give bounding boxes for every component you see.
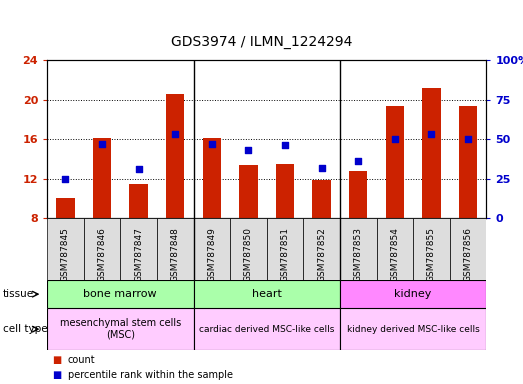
Bar [276,164,294,218]
Text: GSM787849: GSM787849 [207,227,217,282]
Point [98,141,106,147]
Text: cardiac derived MSC-like cells: cardiac derived MSC-like cells [199,324,334,334]
Text: bone marrow: bone marrow [84,289,157,299]
Bar [349,171,367,218]
Bar [423,88,440,218]
Bar [93,138,111,218]
Text: kidney derived MSC-like cells: kidney derived MSC-like cells [347,324,480,334]
FancyBboxPatch shape [194,308,340,350]
Point [464,136,472,142]
Text: GDS3974 / ILMN_1224294: GDS3974 / ILMN_1224294 [171,35,352,49]
FancyBboxPatch shape [47,218,84,280]
Point [427,131,436,137]
Point [208,141,216,147]
Bar [166,94,185,218]
FancyBboxPatch shape [47,280,194,308]
Text: heart: heart [252,289,282,299]
Text: percentile rank within the sample: percentile rank within the sample [68,369,233,379]
Text: cell type: cell type [3,324,47,334]
Text: tissue: tissue [3,289,34,299]
Text: GSM787850: GSM787850 [244,227,253,283]
Text: GSM787855: GSM787855 [427,227,436,283]
Text: ■: ■ [52,356,62,366]
Point [171,131,179,137]
Point [317,164,326,170]
FancyBboxPatch shape [267,218,303,280]
Text: GSM787848: GSM787848 [170,227,180,282]
Bar [459,106,477,218]
FancyBboxPatch shape [194,280,340,308]
FancyBboxPatch shape [84,218,120,280]
FancyBboxPatch shape [450,218,486,280]
Point [244,147,253,153]
Point [61,175,70,182]
Text: GSM787846: GSM787846 [97,227,107,282]
Point [354,158,362,164]
Text: GSM787845: GSM787845 [61,227,70,282]
Text: ■: ■ [52,369,62,379]
Text: kidney: kidney [394,289,432,299]
Text: GSM787852: GSM787852 [317,227,326,282]
FancyBboxPatch shape [413,218,450,280]
Bar [56,199,74,218]
FancyBboxPatch shape [340,308,486,350]
FancyBboxPatch shape [194,218,230,280]
Text: GSM787851: GSM787851 [280,227,290,283]
Bar [129,184,147,218]
Point [281,142,289,149]
Bar [240,165,257,218]
FancyBboxPatch shape [47,308,194,350]
Bar [202,138,221,218]
Point [391,136,399,142]
Text: GSM787854: GSM787854 [390,227,400,282]
Point [134,166,143,172]
FancyBboxPatch shape [340,280,486,308]
FancyBboxPatch shape [120,218,157,280]
FancyBboxPatch shape [230,218,267,280]
FancyBboxPatch shape [303,218,340,280]
Text: GSM787847: GSM787847 [134,227,143,282]
FancyBboxPatch shape [157,218,194,280]
FancyBboxPatch shape [340,218,377,280]
Text: GSM787856: GSM787856 [463,227,473,283]
Text: GSM787853: GSM787853 [354,227,363,283]
Bar [385,106,404,218]
Text: mesenchymal stem cells
(MSC): mesenchymal stem cells (MSC) [60,318,181,340]
Text: count: count [68,356,96,366]
FancyBboxPatch shape [377,218,413,280]
Bar [313,180,331,218]
